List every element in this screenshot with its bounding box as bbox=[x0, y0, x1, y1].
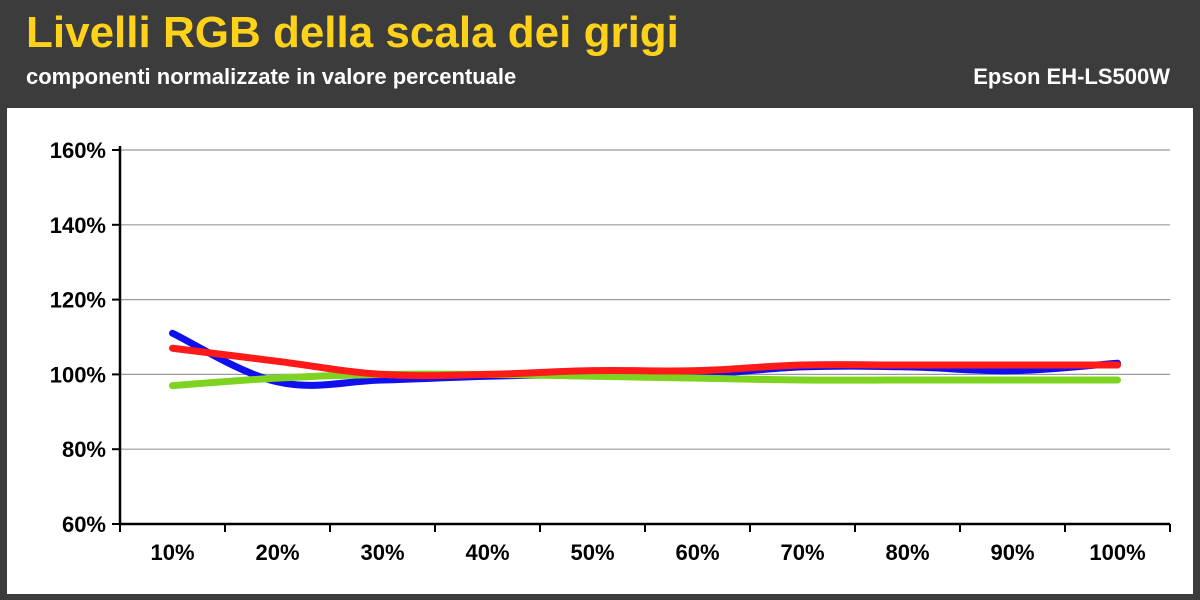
x-tick-label: 80% bbox=[885, 540, 929, 565]
x-tick-label: 70% bbox=[780, 540, 824, 565]
y-tick-label: 100% bbox=[50, 362, 106, 387]
chart-header: Livelli RGB della scala dei grigi compon… bbox=[0, 0, 1200, 100]
x-tick-label: 100% bbox=[1089, 540, 1145, 565]
y-tick-label: 60% bbox=[62, 512, 106, 537]
y-tick-label: 80% bbox=[62, 437, 106, 462]
x-tick-label: 60% bbox=[675, 540, 719, 565]
x-tick-label: 30% bbox=[360, 540, 404, 565]
series-line-green bbox=[169, 370, 1121, 390]
y-tick-label: 140% bbox=[50, 213, 106, 238]
device-model-label: Epson EH-LS500W bbox=[973, 64, 1170, 89]
series-line-red bbox=[169, 344, 1121, 380]
x-tick-label: 40% bbox=[465, 540, 509, 565]
chart-title: Livelli RGB della scala dei grigi bbox=[26, 8, 679, 57]
x-tick-label: 90% bbox=[990, 540, 1034, 565]
y-tick-label: 120% bbox=[50, 288, 106, 313]
x-tick-label: 20% bbox=[255, 540, 299, 565]
x-tick-label: 50% bbox=[570, 540, 614, 565]
y-tick-label: 160% bbox=[50, 138, 106, 163]
chart-subtitle: componenti normalizzate in valore percen… bbox=[26, 64, 517, 89]
x-tick-label: 10% bbox=[150, 540, 194, 565]
